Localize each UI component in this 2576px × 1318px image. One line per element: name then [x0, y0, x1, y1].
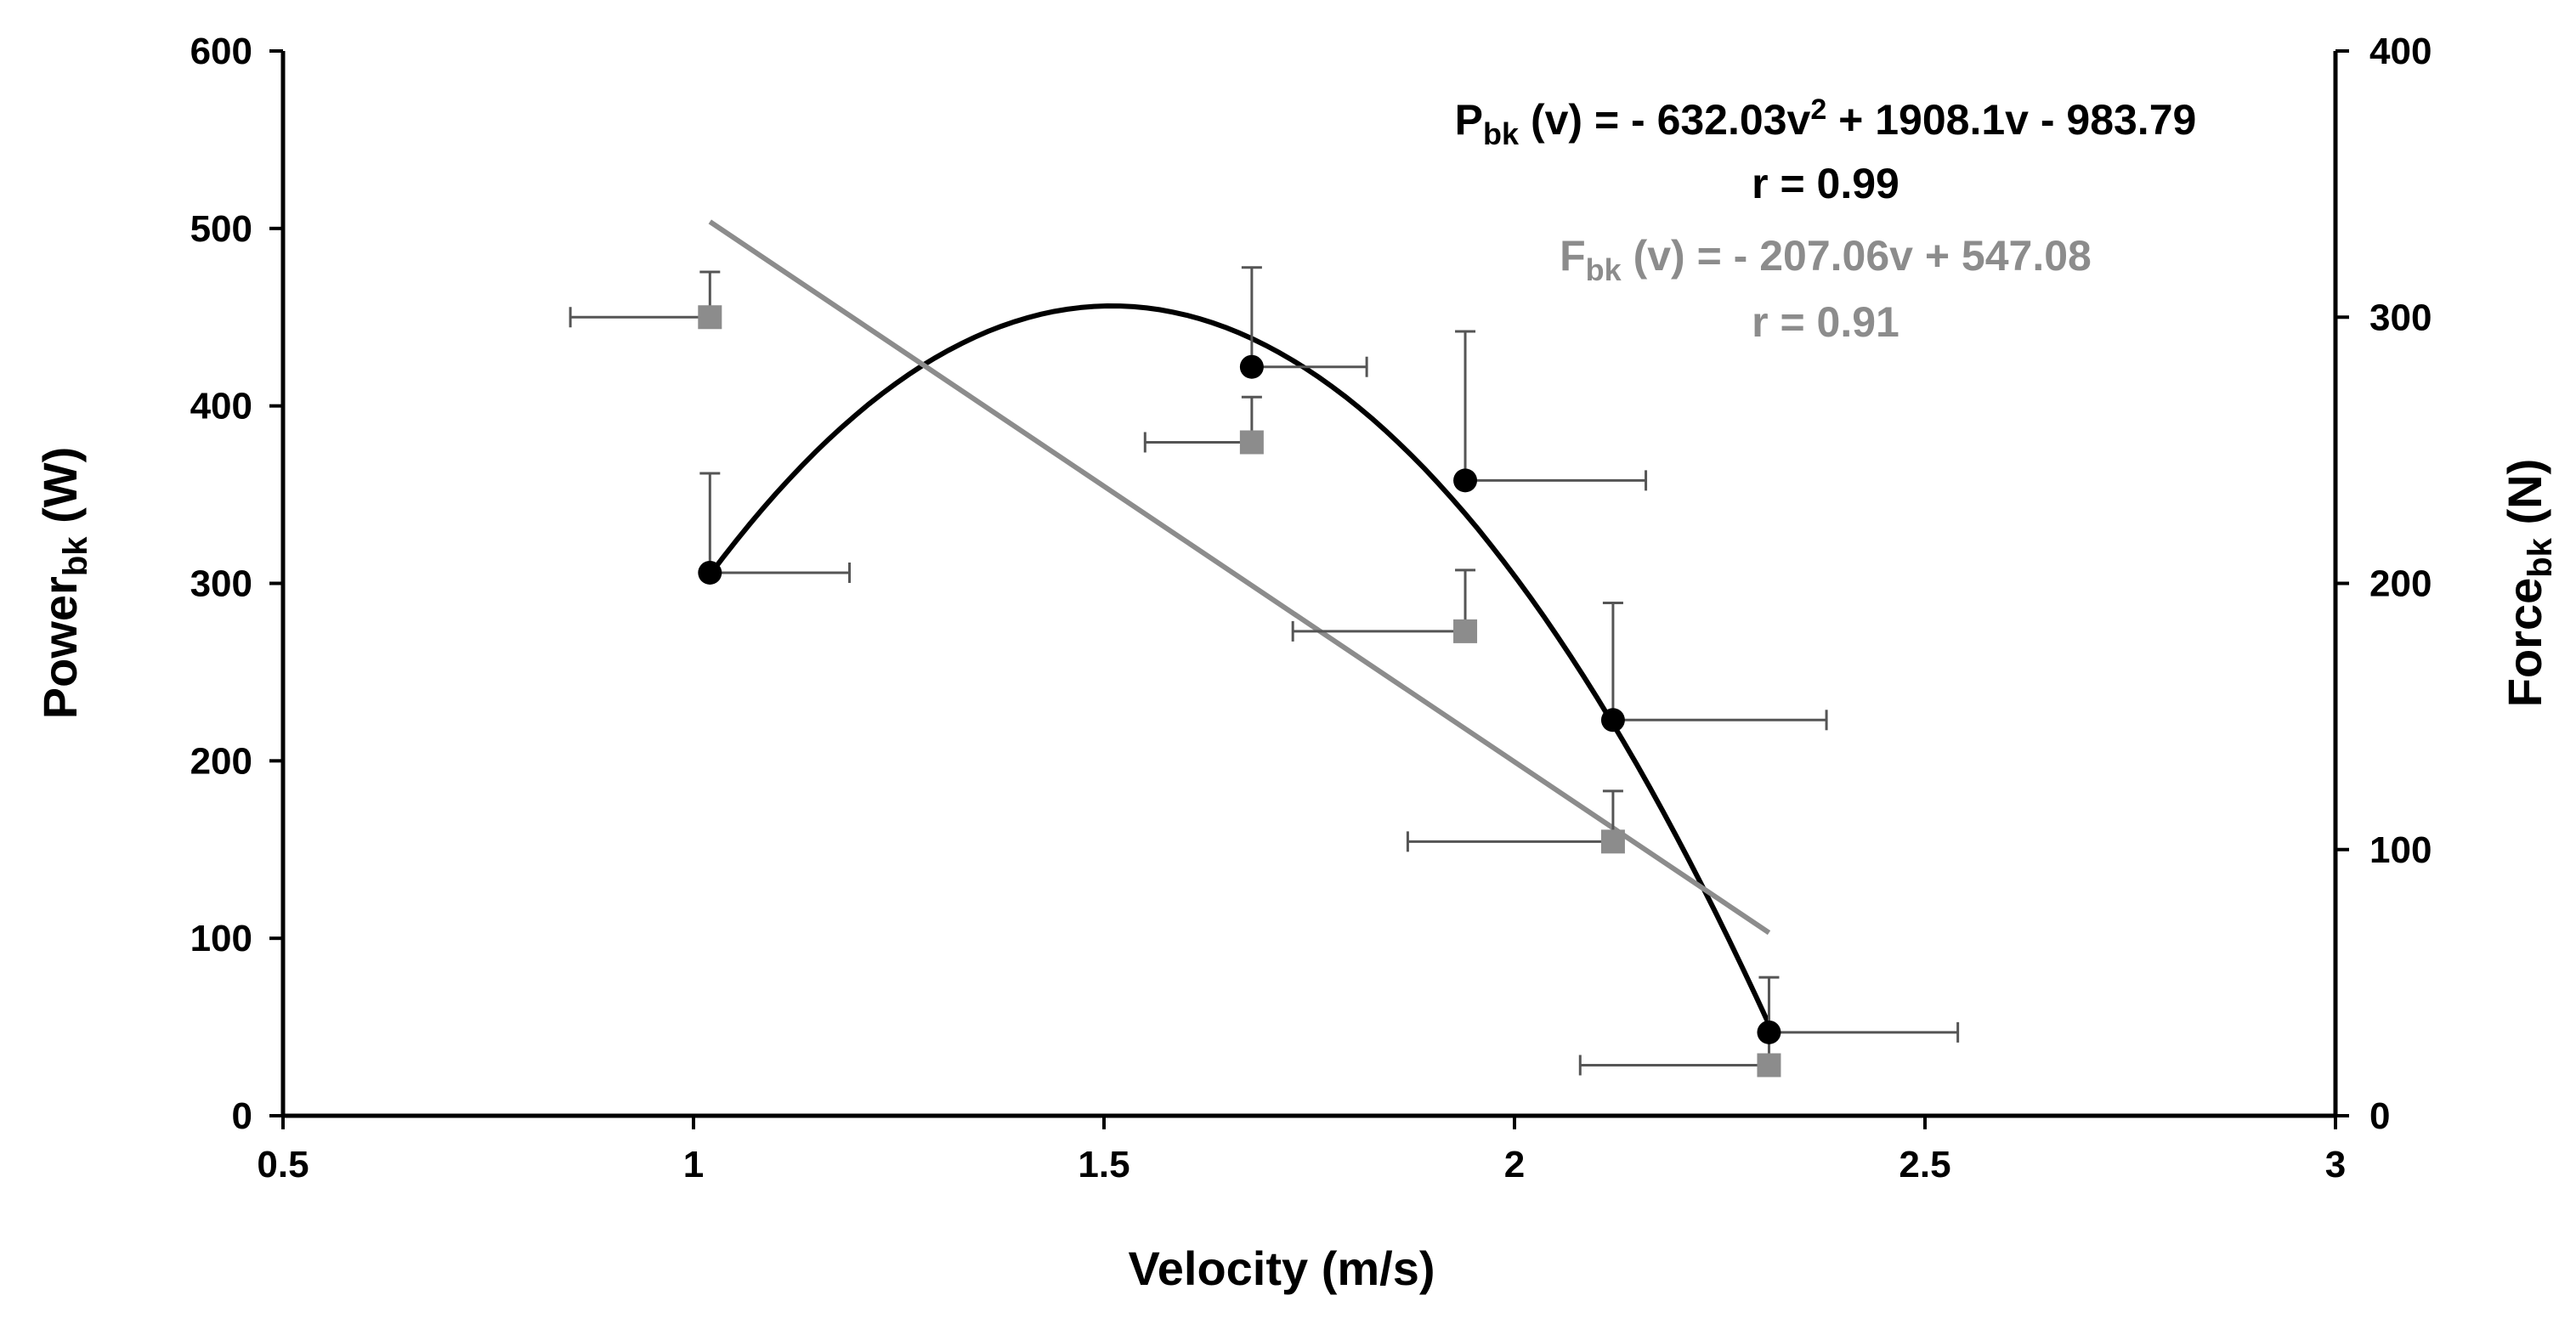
y-left-tick-label-2: 200: [190, 740, 252, 782]
fit-layer: [707, 219, 1772, 1027]
force-eq-rest: (v) = - 207.06v + 547.08: [1622, 232, 2092, 280]
y-left-tick-label-1: 100: [190, 918, 252, 959]
x-tick-label-2: 1.5: [1078, 1144, 1129, 1185]
y-left-tick-label-4: 400: [190, 386, 252, 427]
y-left-tick-label-0: 0: [232, 1095, 252, 1137]
y-right-tick-label-4: 400: [2369, 31, 2432, 72]
x-tick-label-4: 2.5: [1899, 1144, 1950, 1185]
ticks-layer: 0.5 1 1.5 2 2.5 30100200300400500600010020030…: [190, 31, 2432, 1185]
y-right-tick-label-1: 100: [2369, 829, 2432, 871]
marker-layer: [698, 305, 1781, 1078]
errorbar-layer: [569, 266, 1960, 1076]
power-eq-rest: (v) = - 632.03v: [1519, 96, 1810, 144]
y-right-title-sub: bk: [2522, 537, 2559, 577]
power-point-4: [1757, 1020, 1781, 1044]
power-eq-tail: + 1908.1v - 983.79: [1826, 96, 2196, 144]
force-eq-f: F: [1560, 232, 1586, 280]
y-right-tick-label-0: 0: [2369, 1095, 2390, 1137]
power-r: r = 0.99: [1752, 160, 1899, 207]
force-eq-sub: bk: [1586, 252, 1622, 287]
y-axis-left-title: Powerbk (W): [33, 447, 94, 719]
y-left-title-main: Power: [33, 576, 87, 719]
x-tick-label-1: 1: [683, 1144, 704, 1185]
force-point-1: [1239, 430, 1264, 455]
power-eq-p: P: [1455, 96, 1483, 144]
power-point-3: [1600, 708, 1625, 733]
force-point-3: [1600, 829, 1625, 854]
y-right-tick-label-2: 200: [2369, 563, 2432, 605]
power-point-1: [1239, 354, 1264, 379]
x-tick-label-3: 2: [1504, 1144, 1525, 1185]
y-right-tick-label-3: 300: [2369, 297, 2432, 338]
y-left-tick-label-6: 600: [190, 31, 252, 72]
x-tick-label-5: 3: [2325, 1144, 2346, 1185]
force-equation: Fbk (v) = - 207.06v + 547.08: [1560, 232, 2092, 287]
power-eq-sub: bk: [1483, 116, 1520, 151]
x-axis-title: Velocity (m/s): [1128, 1242, 1435, 1295]
power-point-0: [698, 560, 722, 585]
force-point-0: [698, 305, 722, 330]
power-eq-sup: 2: [1810, 93, 1826, 126]
x-tick-label-0: 0.5: [257, 1144, 309, 1185]
y-left-title-sub: bk: [57, 536, 94, 576]
power-fit-curve: [707, 303, 1772, 1027]
y-right-title-unit: (N): [2498, 459, 2551, 538]
force-fit-line: [708, 219, 1771, 936]
y-axis-right-title: Forcebk (N): [2498, 459, 2559, 707]
force-point-4: [1757, 1053, 1781, 1078]
force-r: r = 0.91: [1752, 298, 1899, 346]
y-left-tick-label-3: 300: [190, 563, 252, 605]
power-point-2: [1453, 468, 1478, 493]
power-equation: Pbk (v) = - 632.03v2 + 1908.1v - 983.79: [1455, 93, 2197, 151]
force-point-2: [1453, 619, 1478, 643]
y-left-title-unit: (W): [33, 447, 87, 537]
y-right-title-main: Force: [2498, 578, 2551, 708]
y-left-tick-label-5: 500: [190, 208, 252, 250]
